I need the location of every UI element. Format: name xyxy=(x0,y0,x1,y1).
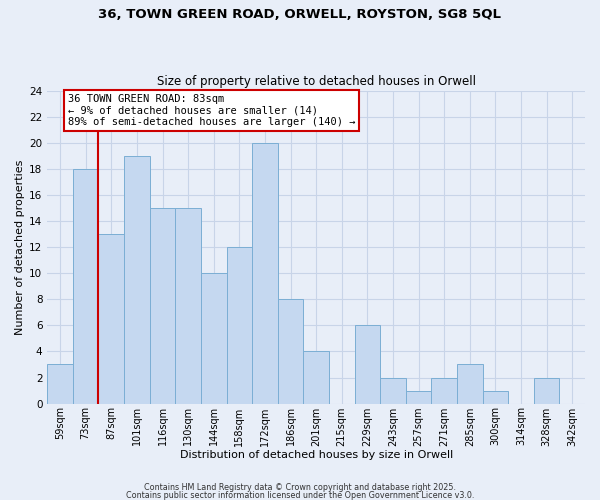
Bar xyxy=(406,390,431,404)
Bar xyxy=(278,300,304,404)
Bar xyxy=(150,208,175,404)
Title: Size of property relative to detached houses in Orwell: Size of property relative to detached ho… xyxy=(157,76,476,88)
Text: Contains HM Land Registry data © Crown copyright and database right 2025.: Contains HM Land Registry data © Crown c… xyxy=(144,484,456,492)
X-axis label: Distribution of detached houses by size in Orwell: Distribution of detached houses by size … xyxy=(179,450,453,460)
Bar xyxy=(98,234,124,404)
Bar xyxy=(380,378,406,404)
Bar xyxy=(482,390,508,404)
Bar xyxy=(355,326,380,404)
Y-axis label: Number of detached properties: Number of detached properties xyxy=(15,160,25,335)
Bar xyxy=(457,364,482,404)
Bar xyxy=(201,274,227,404)
Bar xyxy=(252,143,278,404)
Bar xyxy=(431,378,457,404)
Bar xyxy=(73,169,98,404)
Bar xyxy=(534,378,559,404)
Bar xyxy=(124,156,150,404)
Bar xyxy=(304,352,329,404)
Text: 36, TOWN GREEN ROAD, ORWELL, ROYSTON, SG8 5QL: 36, TOWN GREEN ROAD, ORWELL, ROYSTON, SG… xyxy=(98,8,502,20)
Bar xyxy=(47,364,73,404)
Text: 36 TOWN GREEN ROAD: 83sqm
← 9% of detached houses are smaller (14)
89% of semi-d: 36 TOWN GREEN ROAD: 83sqm ← 9% of detach… xyxy=(68,94,355,127)
Bar xyxy=(227,248,252,404)
Bar xyxy=(175,208,201,404)
Text: Contains public sector information licensed under the Open Government Licence v3: Contains public sector information licen… xyxy=(126,490,474,500)
